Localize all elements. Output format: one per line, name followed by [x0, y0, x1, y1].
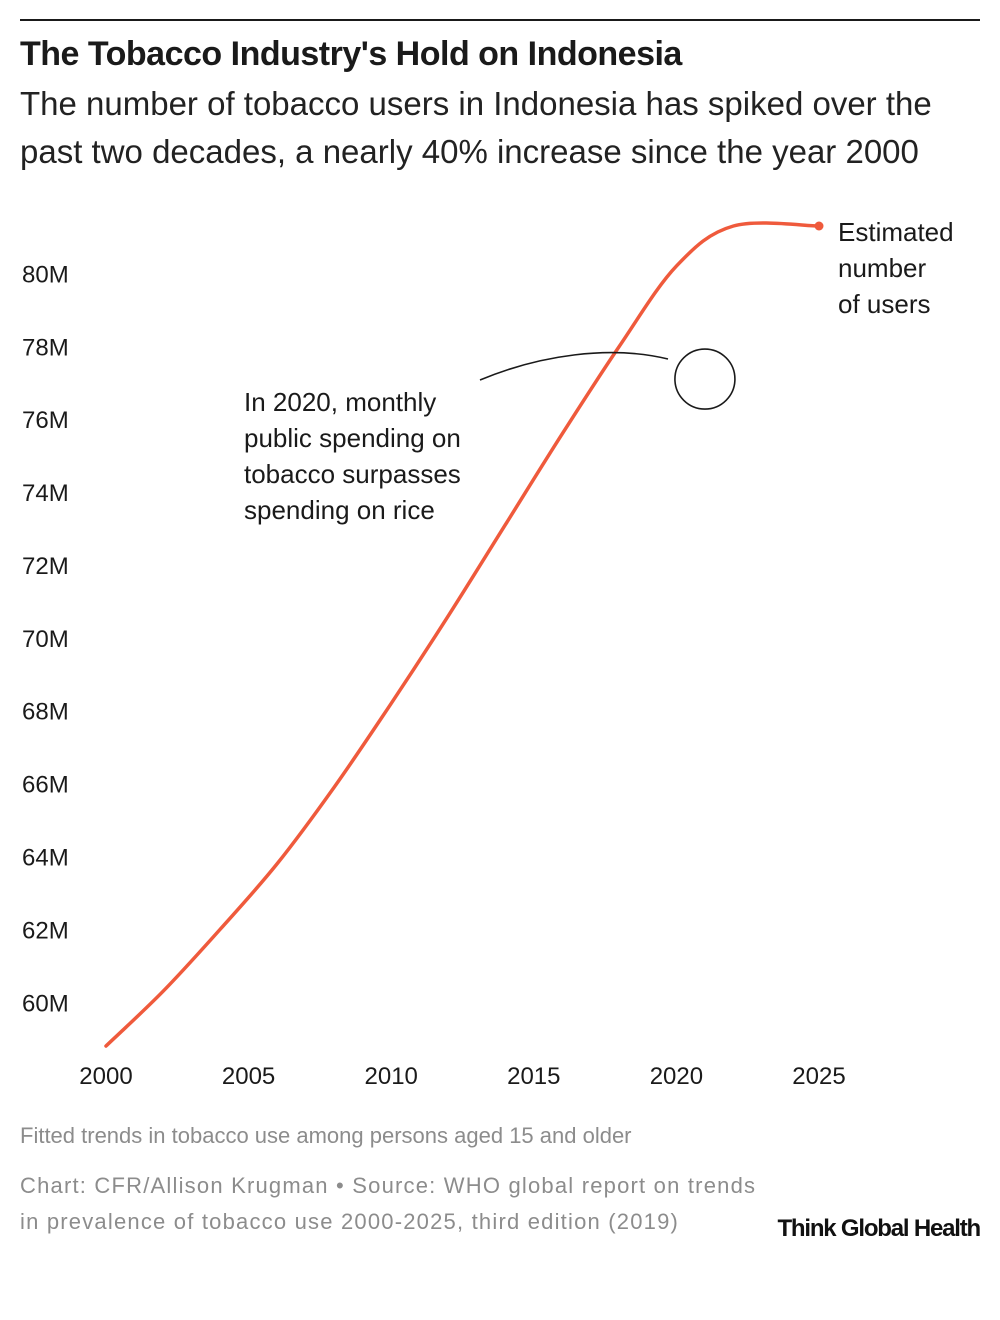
y-tick-label: 80M	[22, 261, 69, 288]
series-end-label: Estimated	[838, 217, 954, 247]
x-tick-label: 2015	[507, 1063, 560, 1090]
x-tick-label: 2000	[79, 1063, 132, 1090]
top-rule	[20, 19, 980, 21]
y-tick-label: 72M	[22, 553, 69, 580]
annotation-circle	[674, 348, 736, 410]
series-end-point	[814, 221, 824, 231]
y-tick-label: 78M	[22, 334, 69, 361]
y-tick-label: 74M	[22, 480, 69, 507]
chart-title: The Tobacco Industry's Hold on Indonesia	[20, 35, 682, 73]
annotation-text: public spending on	[244, 423, 461, 453]
y-tick-label: 64M	[22, 844, 69, 871]
annotation-text: In 2020, monthly	[244, 387, 436, 417]
annotation-text: tobacco surpasses	[244, 459, 461, 489]
y-tick-label: 70M	[22, 626, 69, 653]
annotation-leader-line	[479, 351, 669, 381]
chart-subtitle: The number of tobacco users in Indonesia…	[20, 85, 932, 170]
y-tick-label: 60M	[22, 990, 69, 1017]
x-tick-label: 2005	[222, 1063, 275, 1090]
chart-note: Fitted trends in tobacco use among perso…	[20, 1123, 632, 1148]
y-tick-label: 68M	[22, 699, 69, 726]
x-tick-label: 2025	[792, 1063, 845, 1090]
y-tick-label: 66M	[22, 772, 69, 799]
series-end-label: number	[838, 253, 926, 283]
x-tick-label: 2010	[365, 1063, 418, 1090]
annotation-text: spending on rice	[244, 495, 435, 525]
y-tick-label: 76M	[22, 407, 69, 434]
x-tick-label: 2020	[650, 1063, 703, 1090]
series-end-label: of users	[838, 289, 931, 319]
series-line-estimated-users	[104, 221, 821, 1048]
line-chart: 60M 62M 64M 66M 68M 70M 72M 74M 76M 78M 80M 2000 200…	[22, 217, 954, 1090]
y-tick-label: 62M	[22, 917, 69, 944]
brand-logo: Think Global Health	[777, 1215, 981, 1242]
source-credit: Chart: CFR/Allison Krugman • Source: WHO…	[20, 1173, 757, 1234]
